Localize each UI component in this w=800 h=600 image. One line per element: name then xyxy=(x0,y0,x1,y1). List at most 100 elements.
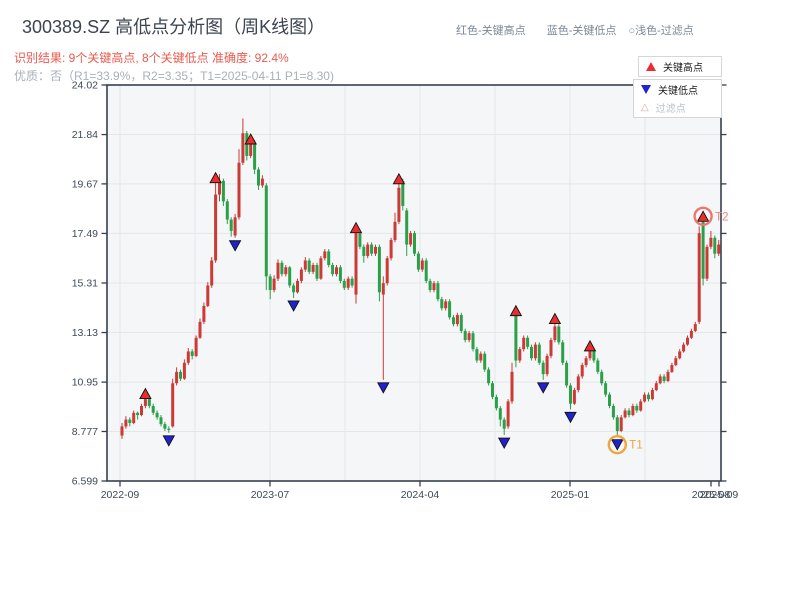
candle-body xyxy=(647,394,650,400)
candle-body xyxy=(136,412,140,416)
candle-body xyxy=(198,321,202,338)
candle-body xyxy=(335,267,338,275)
candle-body xyxy=(358,233,362,247)
candle-body xyxy=(682,344,686,352)
key-low-marker xyxy=(162,435,176,447)
candle-body xyxy=(354,233,358,295)
candle-body xyxy=(245,133,249,156)
y-tick-label: 10.95 xyxy=(72,377,98,389)
candle-body xyxy=(518,349,522,361)
filter-point-label: 过滤点 xyxy=(655,104,686,115)
y-tick-label: 24.02 xyxy=(72,80,98,92)
candle-body xyxy=(413,233,416,254)
candle-body xyxy=(385,258,389,284)
candle-body xyxy=(151,405,155,413)
candle-body xyxy=(350,278,354,286)
candle-body xyxy=(389,240,393,259)
chart-legend-high: 关键高点 xyxy=(638,56,722,77)
candle-body xyxy=(284,267,288,275)
candle-body xyxy=(143,399,147,406)
candle-body xyxy=(592,351,596,361)
y-tick-label: 17.49 xyxy=(72,228,98,240)
candle-body xyxy=(670,365,674,372)
key-low-marker xyxy=(536,382,550,394)
candle-body xyxy=(381,283,385,295)
key-high-marker xyxy=(696,210,710,222)
candle-body xyxy=(147,399,151,406)
candle-body xyxy=(194,337,198,356)
key-low-marker xyxy=(564,411,577,424)
chart-legend-low-filter: 关键低点 △ 过滤点 xyxy=(633,79,722,118)
candle-body xyxy=(237,162,241,218)
candle-body xyxy=(689,330,693,338)
y-tick-label: 8.777 xyxy=(72,426,98,438)
candle-body xyxy=(190,351,194,356)
key-low-marker xyxy=(377,382,390,394)
candle-body xyxy=(214,194,218,261)
candle-body xyxy=(709,237,713,247)
candle-body xyxy=(487,369,491,384)
candle-body xyxy=(623,410,627,418)
candle-body xyxy=(401,180,405,206)
candle-body xyxy=(307,260,311,272)
candle-body xyxy=(697,233,701,322)
candle-body xyxy=(483,353,487,370)
candle-body xyxy=(717,244,721,254)
candle-body xyxy=(323,251,327,259)
candle-body xyxy=(374,246,377,254)
key-high-marker xyxy=(349,221,363,234)
key-high-marker xyxy=(548,312,562,325)
candle-body xyxy=(218,180,221,195)
candle-body xyxy=(701,221,705,279)
candle-body xyxy=(225,201,229,220)
candle-body xyxy=(463,330,467,341)
candle-body xyxy=(615,417,619,431)
candle-body xyxy=(580,365,584,377)
color-legend: 红色-关键高点 蓝色-关键低点 ○浅色-过滤点 xyxy=(456,22,694,38)
color-legend-high: 红色-关键高点 xyxy=(456,25,526,37)
y-tick-label: 15.31 xyxy=(72,277,98,289)
t1-circle xyxy=(607,434,627,455)
key-low-label: 关键低点 xyxy=(658,86,698,97)
candle-body xyxy=(163,424,167,429)
candle-body xyxy=(296,280,299,293)
candle-body xyxy=(303,260,307,270)
key-low-icon xyxy=(641,85,651,94)
y-tick-label: 13.13 xyxy=(72,327,98,339)
candle-body xyxy=(545,355,549,375)
candle-body xyxy=(557,326,561,343)
candle-body xyxy=(666,371,670,381)
t2-circle xyxy=(693,206,713,226)
candle-body xyxy=(631,405,635,416)
key-high-marker xyxy=(209,171,222,184)
candle-body xyxy=(693,324,697,331)
candle-body xyxy=(569,385,572,404)
x-tick-label: 2025-09 xyxy=(700,489,739,501)
candle-body xyxy=(506,401,510,427)
candle-body xyxy=(186,351,190,363)
candle-body xyxy=(331,265,335,275)
candle-body xyxy=(182,362,186,379)
candle-body xyxy=(479,353,483,361)
candle-body xyxy=(260,178,264,186)
candle-body xyxy=(678,351,682,359)
x-tick-label: 2022-09 xyxy=(101,489,140,501)
candle-body xyxy=(467,333,471,341)
filter-point-icon: △ xyxy=(641,101,649,113)
candle-body xyxy=(366,244,370,256)
candle-body xyxy=(662,376,666,381)
x-tick-label: 2025-08 xyxy=(692,489,731,501)
candle-body xyxy=(315,265,319,279)
candle-body xyxy=(257,169,260,186)
candle-body xyxy=(288,267,292,286)
candle-body xyxy=(428,280,432,291)
candle-body xyxy=(319,258,323,279)
t2-label: T2 xyxy=(715,211,728,223)
candle-body xyxy=(471,333,475,350)
candle-body xyxy=(444,301,448,309)
recognition-result: 识别结果: 9个关键高点, 8个关键低点 准确度: 92.4% xyxy=(14,51,289,65)
candle-body xyxy=(179,371,182,379)
color-legend-filter: ○浅色-过滤点 xyxy=(628,25,694,37)
